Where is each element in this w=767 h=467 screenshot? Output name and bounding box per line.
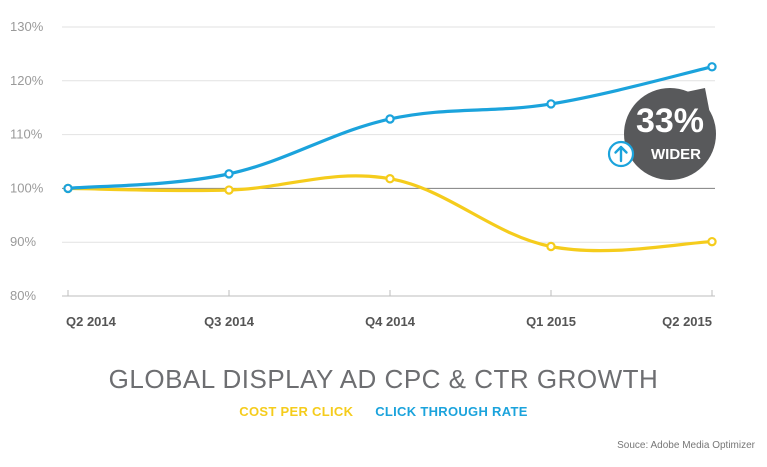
data-point-click-through-rate [63, 183, 73, 194]
data-point-click-through-rate [224, 169, 234, 179]
source-note: Souce: Adobe Media Optimizer [617, 440, 755, 451]
legend-item-cost-per-click: COST PER CLICK [239, 404, 354, 419]
y-tick-label: 90% [10, 234, 36, 249]
x-tick-label: Q2 2014 [66, 314, 117, 329]
x-axis: Q2 2014 Q3 2014 Q4 2014 Q1 2015 Q2 2015 [62, 290, 715, 329]
y-tick-label: 100% [10, 180, 44, 195]
y-tick-label: 110% [10, 127, 43, 142]
data-point-cost-per-click [385, 174, 395, 184]
series-line-click-through-rate [66, 65, 714, 190]
up-arrow-icon [607, 140, 635, 168]
data-point-click-through-rate [707, 62, 717, 72]
x-tick-label: Q2 2015 [662, 314, 712, 329]
series-lines [63, 62, 717, 253]
growth-callout: 33% WIDER [607, 88, 716, 180]
data-point-cost-per-click [707, 236, 717, 247]
data-point-click-through-rate [385, 114, 395, 124]
x-tick-label: Q1 2015 [526, 314, 576, 329]
chart-title: GLOBAL DISPLAY AD CPC & CTR GROWTH [108, 364, 659, 394]
x-tick-label: Q4 2014 [365, 314, 416, 329]
line-chart: 80% 90% 100% 110% 120% 130% Q2 2014 Q3 2014 Q4 … [10, 19, 717, 329]
callout-value: 33% [636, 102, 704, 140]
data-point-cost-per-click [546, 241, 556, 252]
x-tick-label: Q3 2014 [204, 314, 255, 329]
legend: COST PER CLICK CLICK THROUGH RATE [0, 404, 767, 419]
legend-item-click-through-rate: CLICK THROUGH RATE [375, 404, 528, 419]
y-tick-label: 130% [10, 19, 44, 34]
callout-bubble [624, 88, 716, 180]
series-line-cost-per-click [66, 174, 714, 253]
data-point-cost-per-click [224, 185, 234, 195]
data-point-click-through-rate [546, 99, 556, 109]
y-tick-label: 80% [10, 288, 36, 303]
y-tick-label: 120% [10, 73, 44, 88]
callout-label: WIDER [651, 146, 701, 163]
y-axis-ticks: 80% 90% 100% 110% 120% 130% [10, 19, 44, 303]
